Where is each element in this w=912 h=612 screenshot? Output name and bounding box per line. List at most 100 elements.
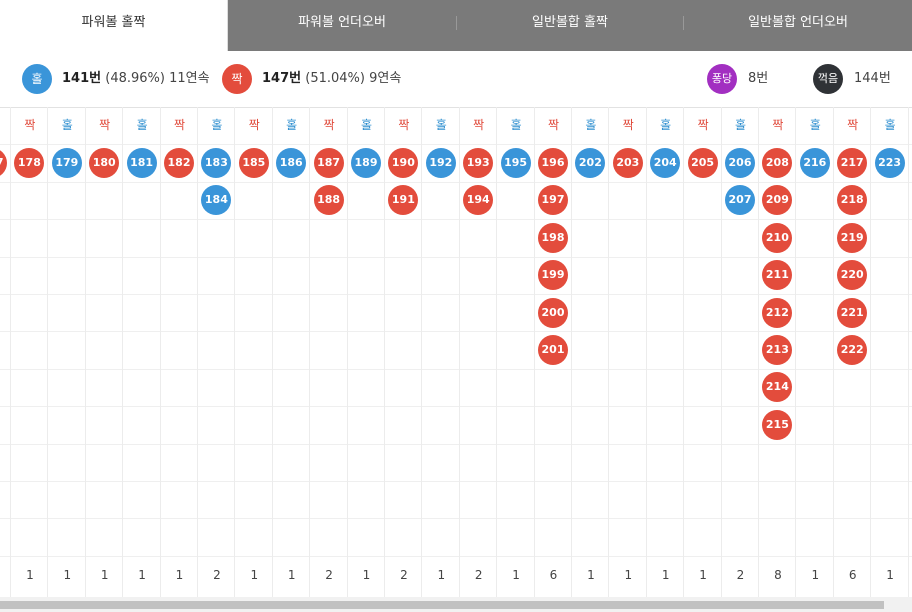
even-result-ball: 180 xyxy=(89,147,120,178)
column-header: 짝 xyxy=(772,118,784,132)
result-column: 짝 190 191 2 xyxy=(385,107,423,597)
column-count: 1 xyxy=(587,568,595,582)
odd-percent: (48.96%) xyxy=(105,71,165,86)
column-header: 짝 xyxy=(0,107,11,144)
even-result-ball: 203 xyxy=(612,147,643,178)
column-header: 짝 xyxy=(99,118,111,132)
even-result-ball: 213 xyxy=(762,334,793,365)
tab-normal-sum-under-over[interactable]: 일반볼합 언더오버 xyxy=(748,15,848,30)
odd-stats: 141번 (48.96%) 11연속 xyxy=(62,51,210,107)
column-count: 1 xyxy=(362,568,371,582)
result-column: 홀 183 184 2 xyxy=(198,107,236,597)
column-header: 짝 xyxy=(398,118,410,132)
even-result-ball: 182 xyxy=(164,147,194,178)
odd-result-ball: 186 xyxy=(276,147,307,178)
even-result-ball: 212 xyxy=(762,297,793,328)
even-result-ball: 177 xyxy=(0,147,7,178)
even-result-ball: 219 xyxy=(837,222,868,253)
column-header: 짝 xyxy=(847,118,859,132)
column-header: 짝 xyxy=(24,118,36,132)
even-result-ball: 205 xyxy=(687,147,718,178)
even-percent: (51.04%) xyxy=(305,71,365,86)
even-result-ball: 220 xyxy=(837,260,868,291)
even-result-ball: 185 xyxy=(238,147,269,178)
column-count: 2 xyxy=(736,568,745,582)
result-column: 짝 217 218 219 220 221 222 6 xyxy=(834,107,872,597)
result-column: 홀 189 1 xyxy=(348,107,385,597)
grid-row-line xyxy=(0,181,912,183)
result-column: 짝 180 1 xyxy=(86,107,124,597)
odd-streak: 11연속 xyxy=(169,71,210,86)
column-count: 2 xyxy=(474,568,483,582)
even-result-ball: 199 xyxy=(538,260,568,291)
column-count: 1 xyxy=(624,568,633,582)
column-count: 1 xyxy=(512,568,520,582)
grid-row-line xyxy=(0,555,912,557)
grid-row-line xyxy=(0,481,912,482)
column-count: 1 xyxy=(811,568,820,582)
grid-row-line xyxy=(0,256,912,258)
even-stats: 147번 (51.04%) 9연속 xyxy=(262,51,401,107)
column-count: 1 xyxy=(63,568,72,582)
result-column: 홀 179 1 xyxy=(49,107,86,597)
result-column: 홀 186 1 xyxy=(273,107,311,597)
result-column: 홀 206 207 2 xyxy=(722,107,759,597)
column-count: 1 xyxy=(175,568,184,582)
scrollbar-thumb[interactable] xyxy=(0,601,884,609)
even-count: 147번 xyxy=(262,71,302,86)
result-column: 짝 205 1 xyxy=(685,107,722,597)
result-column: 짝 187 188 2 xyxy=(311,107,348,597)
even-result-ball: 210 xyxy=(762,222,793,253)
result-grid: 짝1771짝1781홀1791짝1801홀1811짝1821홀1831842짝1… xyxy=(0,107,912,597)
even-result-ball: 197 xyxy=(538,185,568,216)
column-header: 홀 xyxy=(809,118,821,132)
result-column: 짝 185 1 xyxy=(236,107,273,597)
odd-result-ball: 179 xyxy=(51,147,82,178)
odd-result-ball: 204 xyxy=(650,147,681,178)
even-badge: 짝 xyxy=(222,64,252,94)
grid-row-line xyxy=(0,219,912,221)
horizontal-scrollbar[interactable] xyxy=(0,597,912,612)
even-result-ball: 215 xyxy=(762,409,793,440)
odd-result-ball: 183 xyxy=(201,147,232,178)
column-header: 짝 xyxy=(697,118,709,132)
column-count: 2 xyxy=(213,568,221,582)
even-result-ball: 191 xyxy=(388,185,419,216)
result-column: 홀 181 1 xyxy=(124,107,161,597)
column-count: 2 xyxy=(400,568,408,582)
column-count: 1 xyxy=(287,568,296,582)
column-count: 1 xyxy=(437,568,446,582)
column-header: 홀 xyxy=(360,118,373,132)
tab-powerball-odd-even[interactable]: 파워볼 홀짝 xyxy=(0,0,228,51)
grid-row-line xyxy=(0,368,912,370)
even-result-ball: 194 xyxy=(463,185,494,216)
result-column: 홀 216 1 xyxy=(797,107,834,597)
tab-normal-sum-odd-even[interactable]: 일반볼합 홀짝 xyxy=(532,15,608,30)
odd-result-ball: 202 xyxy=(575,147,606,178)
grid-row-line xyxy=(0,331,912,333)
column-count: 1 xyxy=(138,568,146,582)
even-result-ball: 190 xyxy=(388,147,419,178)
even-result-ball: 200 xyxy=(538,297,568,328)
even-result-ball: 218 xyxy=(837,185,868,216)
grid-row-line xyxy=(0,406,912,408)
column-count: 1 xyxy=(250,568,259,582)
tab-divider xyxy=(456,16,457,30)
even-result-ball: 178 xyxy=(14,147,45,178)
even-result-ball: 198 xyxy=(538,222,568,253)
odd-result-ball: 181 xyxy=(126,147,157,178)
even-result-ball: 208 xyxy=(762,147,793,178)
grid-row-line xyxy=(0,144,912,146)
tab-powerball-under-over[interactable]: 파워볼 언더오버 xyxy=(298,15,386,30)
odd-result-ball: 189 xyxy=(351,147,381,178)
column-header: 홀 xyxy=(136,118,148,132)
tab-bar: 파워볼 홀짝 파워볼 언더오버 일반볼합 홀짝 일반볼합 언더오버 xyxy=(0,0,912,51)
odd-result-ball: 184 xyxy=(201,185,232,216)
even-result-ball: 188 xyxy=(313,185,344,216)
column-count: 1 xyxy=(100,568,109,582)
column-header: 짝 xyxy=(473,118,485,132)
even-streak: 9연속 xyxy=(369,71,402,86)
bounce-badge: 퐁당 xyxy=(707,64,737,94)
column-header: 짝 xyxy=(547,118,560,132)
chunk-count: 144번 xyxy=(854,71,891,86)
